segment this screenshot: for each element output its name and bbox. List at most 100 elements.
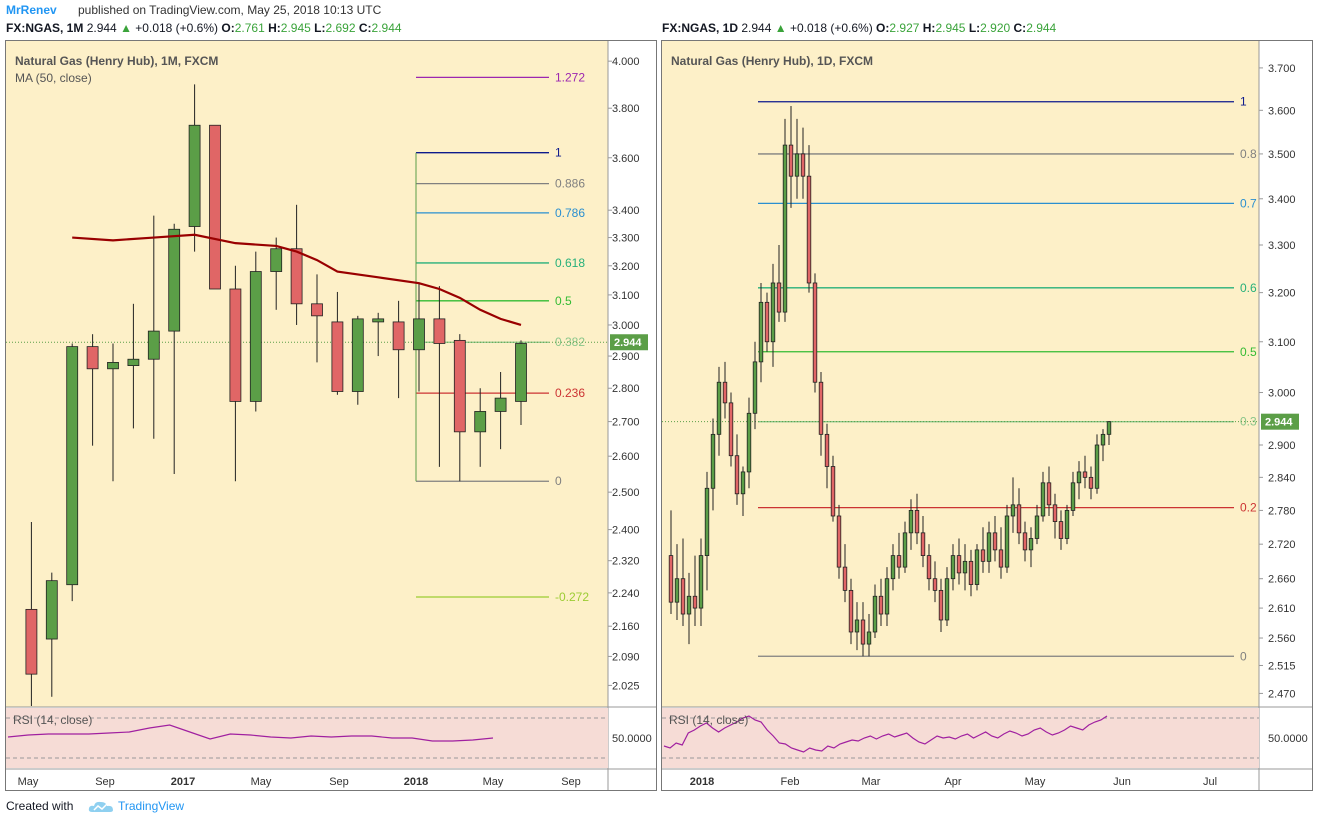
candle-body: [968, 560, 974, 585]
y-tick-label: 2.720: [1268, 539, 1296, 551]
right-low: 2.920: [980, 21, 1011, 35]
candle-body: [1058, 521, 1064, 539]
candle-body: [674, 578, 680, 603]
last-price-tag-text: 2.944: [614, 337, 642, 349]
monthly-chart-panel[interactable]: 4.000 3.800 3.600 3.400 3.300 3.200 3.100 3.000…: [5, 40, 657, 791]
x-tick-label: Jun: [1113, 776, 1131, 788]
candle-body: [1100, 433, 1106, 446]
candle-body: [453, 339, 466, 433]
x-tick-label: May: [1025, 776, 1046, 788]
candle-body: [290, 248, 303, 305]
candle-body: [770, 282, 776, 343]
candle-body: [168, 228, 181, 332]
left-symbol: FX:NGAS, 1M: [6, 21, 84, 35]
y-tick-label: 2.320: [612, 556, 640, 568]
fib-level-label: 0.886: [555, 177, 585, 191]
right-symbol: FX:NGAS, 1D: [662, 21, 739, 35]
candle-body: [998, 549, 1004, 568]
fib-level-label: 0.2: [1240, 501, 1257, 515]
y-tick-label: 2.700: [612, 417, 640, 429]
x-tick-label: May: [18, 776, 39, 788]
candle-body: [1106, 421, 1112, 435]
monthly-chart[interactable]: 4.000 3.800 3.600 3.400 3.300 3.200 3.100 3.000…: [6, 41, 656, 790]
last-price-tag: [610, 334, 648, 351]
y-tick-label: 2.025: [612, 680, 640, 692]
candle-body: [107, 362, 119, 370]
x-tick-label: May: [251, 776, 272, 788]
candle-body: [686, 595, 692, 615]
candle-body: [1088, 476, 1094, 489]
candle-body: [229, 288, 242, 402]
right-l-label: L:: [968, 21, 981, 35]
left-high: 2.945: [280, 21, 311, 35]
y-tick-label: 2.090: [612, 651, 640, 663]
right-close: 2.944: [1026, 21, 1057, 35]
y-tick-label: 3.400: [1268, 194, 1296, 206]
candle-body: [974, 549, 980, 585]
left-open: 2.761: [234, 21, 265, 35]
right-symbol-header: FX:NGAS, 1D 2.944 ▲ +0.018 (+0.6%) O:2.9…: [662, 21, 1056, 35]
y-tick-label: 3.100: [1268, 337, 1296, 349]
candle-body: [854, 619, 860, 633]
author-link[interactable]: MrRenev: [6, 3, 57, 17]
y-tick-label: 2.560: [1268, 633, 1296, 645]
candle-body: [740, 471, 746, 495]
daily-chart[interactable]: 3.700 3.600 3.500 3.400 3.300 3.200 3.100 3.000…: [662, 41, 1312, 790]
last-price-tag-text: 2.944: [1265, 417, 1293, 429]
left-low: 2.692: [325, 21, 356, 35]
moving-average-line: [72, 233, 522, 327]
candle-body: [764, 301, 770, 343]
candle-body: [884, 578, 890, 615]
candle-body: [413, 318, 425, 351]
fib-level-label: 0.618: [555, 256, 585, 270]
plot-background: [662, 41, 1259, 707]
candle-body: [830, 466, 836, 517]
candle-body: [1040, 482, 1046, 517]
rsi-line: [663, 715, 1108, 753]
candle-body: [680, 578, 686, 615]
candle-body: [746, 412, 752, 473]
last-price-tag: [1261, 413, 1299, 430]
daily-chart-panel[interactable]: 3.700 3.600 3.500 3.400 3.300 3.200 3.100 3.000…: [661, 40, 1313, 791]
publish-info: published on TradingView.com, May 25, 20…: [78, 3, 382, 17]
y-tick-label: 2.515: [1268, 660, 1296, 672]
candle-body: [812, 282, 818, 383]
indicator-label: MA (50, close): [15, 71, 92, 85]
candle-body: [1070, 482, 1076, 511]
footer-created: Created with: [6, 799, 74, 813]
candle-body: [908, 510, 914, 534]
candle-body: [914, 510, 920, 534]
candle-body: [1016, 504, 1022, 534]
left-l-label: L:: [314, 21, 326, 35]
y-tick-label: 3.600: [612, 153, 640, 165]
tradingview-link[interactable]: TradingView: [118, 799, 185, 813]
candle-body: [692, 595, 698, 609]
candle-body: [722, 381, 728, 404]
right-c-label: C:: [1013, 21, 1027, 35]
rsi-label: RSI (14, close): [13, 713, 92, 727]
rsi-level-label: 50.0000: [612, 733, 652, 745]
y-tick-label: 2.500: [612, 487, 640, 499]
x-tick-label: Sep: [95, 776, 115, 788]
fib-level-label: 0.3: [1240, 415, 1257, 429]
candle-body: [45, 580, 58, 640]
right-open: 2.927: [889, 21, 920, 35]
y-tick-label: 2.660: [1268, 574, 1296, 586]
rsi-background: [6, 708, 608, 768]
candle-body: [776, 282, 782, 313]
candle-body: [902, 532, 908, 568]
candle-body: [782, 144, 788, 313]
candle-body: [734, 455, 740, 495]
y-tick-label: 2.610: [1268, 603, 1296, 615]
candle-body: [311, 303, 323, 317]
candle-body: [351, 318, 364, 392]
plot-background: [6, 41, 608, 707]
candle-body: [848, 589, 854, 633]
candle-body: [872, 595, 878, 633]
fib-level-label: 0.5: [555, 294, 572, 308]
fib-level-label: 1.272: [555, 70, 585, 84]
left-change: +0.018 (+0.6%): [135, 21, 219, 35]
candle-body: [704, 487, 710, 557]
x-tick-label: Mar: [862, 776, 881, 788]
left-last: 2.944: [86, 21, 117, 35]
